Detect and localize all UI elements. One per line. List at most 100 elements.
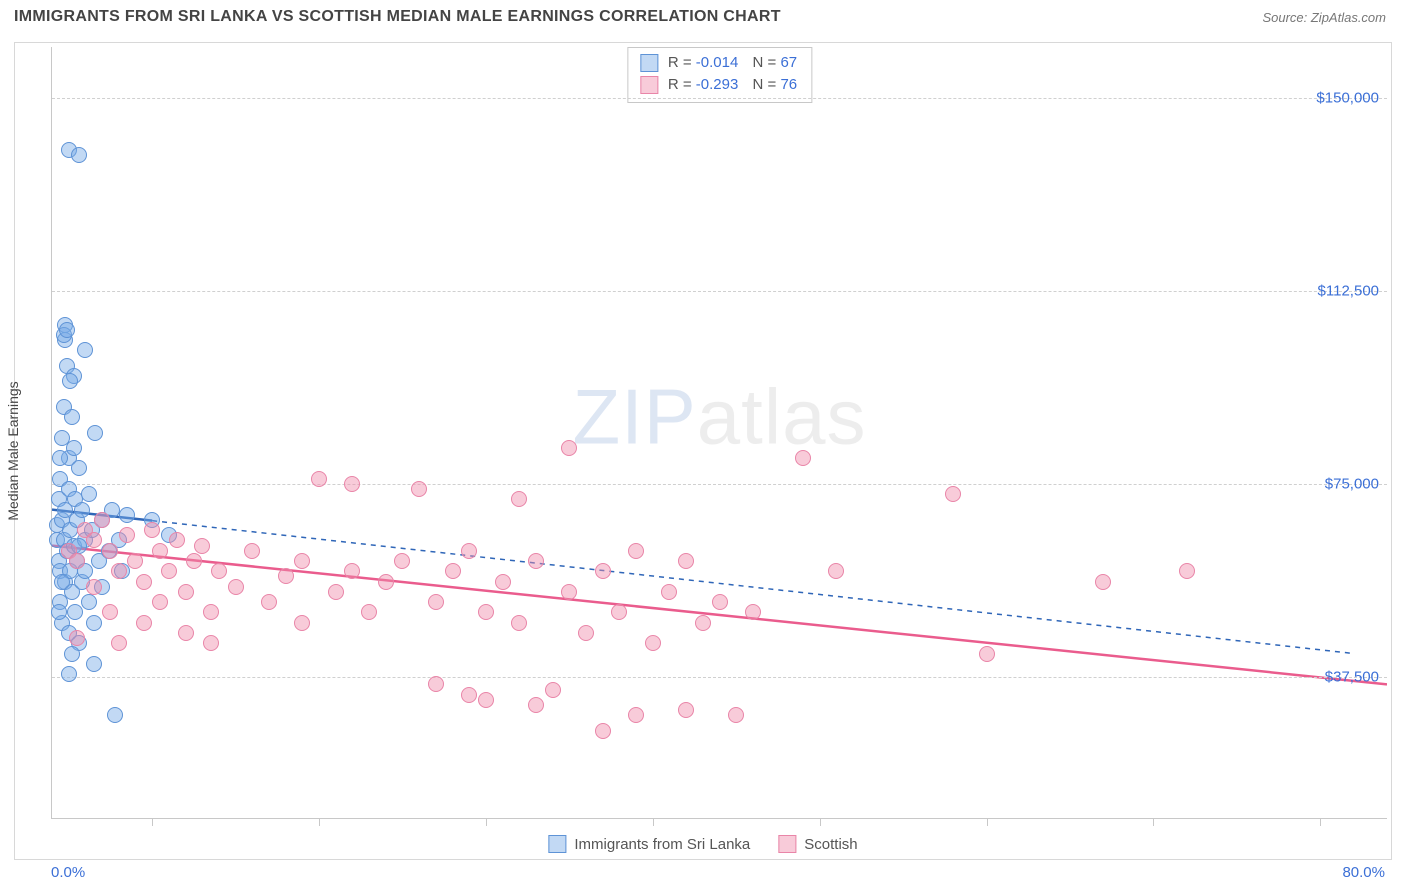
- swatch-sri-lanka: [640, 54, 658, 72]
- x-tick: [486, 818, 487, 826]
- y-tick-label: $112,500: [1318, 283, 1379, 300]
- gridline: [52, 484, 1387, 485]
- data-point: [94, 512, 110, 528]
- y-tick-label: $37,500: [1325, 668, 1379, 685]
- data-point: [1095, 574, 1111, 590]
- stats-row-sri-lanka: R = -0.014 N = 67: [640, 52, 797, 74]
- data-point: [578, 625, 594, 641]
- data-point: [64, 409, 80, 425]
- data-point: [645, 635, 661, 651]
- trend-lines: [52, 47, 1387, 818]
- y-tick-label: $75,000: [1325, 475, 1379, 492]
- legend-item-sri-lanka: Immigrants from Sri Lanka: [548, 835, 750, 853]
- data-point: [81, 486, 97, 502]
- data-point: [102, 604, 118, 620]
- y-axis-label: Median Male Earnings: [5, 381, 21, 520]
- data-point: [119, 527, 135, 543]
- data-point: [795, 450, 811, 466]
- data-point: [828, 563, 844, 579]
- data-point: [178, 584, 194, 600]
- data-point: [111, 563, 127, 579]
- data-point: [712, 594, 728, 610]
- data-point: [361, 604, 377, 620]
- data-point: [344, 476, 360, 492]
- data-point: [561, 440, 577, 456]
- data-point: [136, 615, 152, 631]
- data-point: [745, 604, 761, 620]
- data-point: [102, 543, 118, 559]
- data-point: [611, 604, 627, 620]
- data-point: [144, 522, 160, 538]
- data-point: [69, 630, 85, 646]
- gridline: [52, 98, 1387, 99]
- data-point: [545, 682, 561, 698]
- plot-area: ZIPatlas R = -0.014 N = 67 R = -0.293 N …: [51, 47, 1387, 819]
- data-point: [69, 553, 85, 569]
- x-tick: [820, 818, 821, 826]
- correlation-stats-box: R = -0.014 N = 67 R = -0.293 N = 76: [627, 47, 812, 103]
- y-tick-label: $150,000: [1316, 90, 1379, 107]
- data-point: [595, 723, 611, 739]
- x-axis-end: 80.0%: [1342, 864, 1385, 881]
- data-point: [81, 594, 97, 610]
- x-tick: [319, 818, 320, 826]
- data-point: [344, 563, 360, 579]
- x-tick: [653, 818, 654, 826]
- data-point: [478, 692, 494, 708]
- data-point: [62, 373, 78, 389]
- data-point: [278, 568, 294, 584]
- data-point: [87, 425, 103, 441]
- data-point: [261, 594, 277, 610]
- data-point: [461, 687, 477, 703]
- source-attribution: Source: ZipAtlas.com: [1262, 10, 1386, 25]
- data-point: [595, 563, 611, 579]
- data-point: [378, 574, 394, 590]
- data-point: [328, 584, 344, 600]
- data-point: [111, 635, 127, 651]
- data-point: [294, 553, 310, 569]
- data-point: [411, 481, 427, 497]
- data-point: [59, 322, 75, 338]
- data-point: [86, 579, 102, 595]
- data-point: [695, 615, 711, 631]
- data-point: [678, 553, 694, 569]
- data-point: [107, 707, 123, 723]
- data-point: [51, 604, 67, 620]
- x-tick: [1320, 818, 1321, 826]
- data-point: [428, 594, 444, 610]
- data-point: [294, 615, 310, 631]
- data-point: [152, 543, 168, 559]
- data-point: [561, 584, 577, 600]
- data-point: [152, 594, 168, 610]
- data-point: [628, 707, 644, 723]
- bottom-legend: Immigrants from Sri Lanka Scottish: [548, 835, 857, 853]
- data-point: [1179, 563, 1195, 579]
- data-point: [64, 646, 80, 662]
- x-tick: [1153, 818, 1154, 826]
- legend-label: Scottish: [804, 836, 857, 853]
- gridline: [52, 291, 1387, 292]
- data-point: [86, 615, 102, 631]
- data-point: [628, 543, 644, 559]
- data-point: [119, 507, 135, 523]
- data-point: [511, 615, 527, 631]
- data-point: [445, 563, 461, 579]
- x-tick: [987, 818, 988, 826]
- data-point: [178, 625, 194, 641]
- swatch-sri-lanka-icon: [548, 835, 566, 853]
- data-point: [52, 450, 68, 466]
- data-point: [86, 532, 102, 548]
- data-point: [186, 553, 202, 569]
- data-point: [67, 604, 83, 620]
- data-point: [127, 553, 143, 569]
- data-point: [86, 656, 102, 672]
- data-point: [161, 563, 177, 579]
- data-point: [528, 553, 544, 569]
- data-point: [945, 486, 961, 502]
- data-point: [661, 584, 677, 600]
- data-point: [203, 635, 219, 651]
- x-axis-start: 0.0%: [51, 864, 85, 881]
- data-point: [478, 604, 494, 620]
- swatch-scottish: [640, 76, 658, 94]
- stats-row-scottish: R = -0.293 N = 76: [640, 74, 797, 96]
